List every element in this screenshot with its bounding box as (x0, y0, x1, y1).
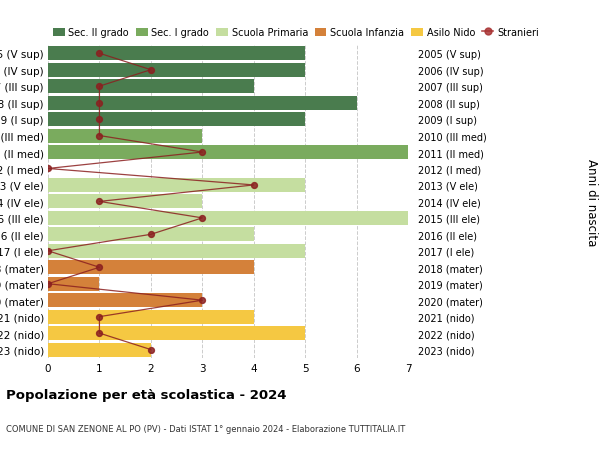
Point (95, 264, 104, 271)
Point (95, 50, 104, 58)
Text: COMUNE DI SAN ZENONE AL PO (PV) - Dati ISTAT 1° gennaio 2024 - Elaborazione TUTT: COMUNE DI SAN ZENONE AL PO (PV) - Dati I… (6, 425, 405, 434)
Bar (48, 129, 202, 143)
Point (95, 116, 104, 123)
Bar (48, 195, 202, 209)
Point (249, 182, 259, 189)
Bar (48, 212, 408, 225)
Point (95, 83, 104, 90)
Bar (48, 146, 408, 160)
Bar (48, 326, 305, 341)
Point (95, 198, 104, 206)
Point (197, 215, 207, 222)
Bar (48, 261, 254, 274)
Bar (48, 310, 254, 324)
Bar (48, 47, 305, 61)
Bar (48, 343, 151, 357)
Point (197, 297, 207, 304)
Point (146, 67, 155, 74)
Bar (48, 179, 305, 192)
Point (146, 231, 155, 239)
Bar (48, 277, 100, 291)
Point (95, 313, 104, 321)
Point (95, 100, 104, 107)
Text: Anni di nascita: Anni di nascita (584, 158, 598, 246)
Bar (48, 96, 356, 110)
Point (146, 346, 155, 353)
Point (95, 133, 104, 140)
Point (43, 280, 53, 288)
Bar (48, 294, 202, 308)
Point (43, 165, 53, 173)
Point (43, 247, 53, 255)
Bar (48, 63, 305, 78)
Legend: Sec. II grado, Sec. I grado, Scuola Primaria, Scuola Infanzia, Asilo Nido, Stran: Sec. II grado, Sec. I grado, Scuola Prim… (53, 28, 539, 38)
Text: Popolazione per età scolastica - 2024: Popolazione per età scolastica - 2024 (6, 388, 287, 401)
Point (197, 149, 207, 157)
Bar (48, 244, 305, 258)
Bar (48, 113, 305, 127)
Bar (48, 228, 254, 242)
Point (95, 330, 104, 337)
Bar (48, 80, 254, 94)
